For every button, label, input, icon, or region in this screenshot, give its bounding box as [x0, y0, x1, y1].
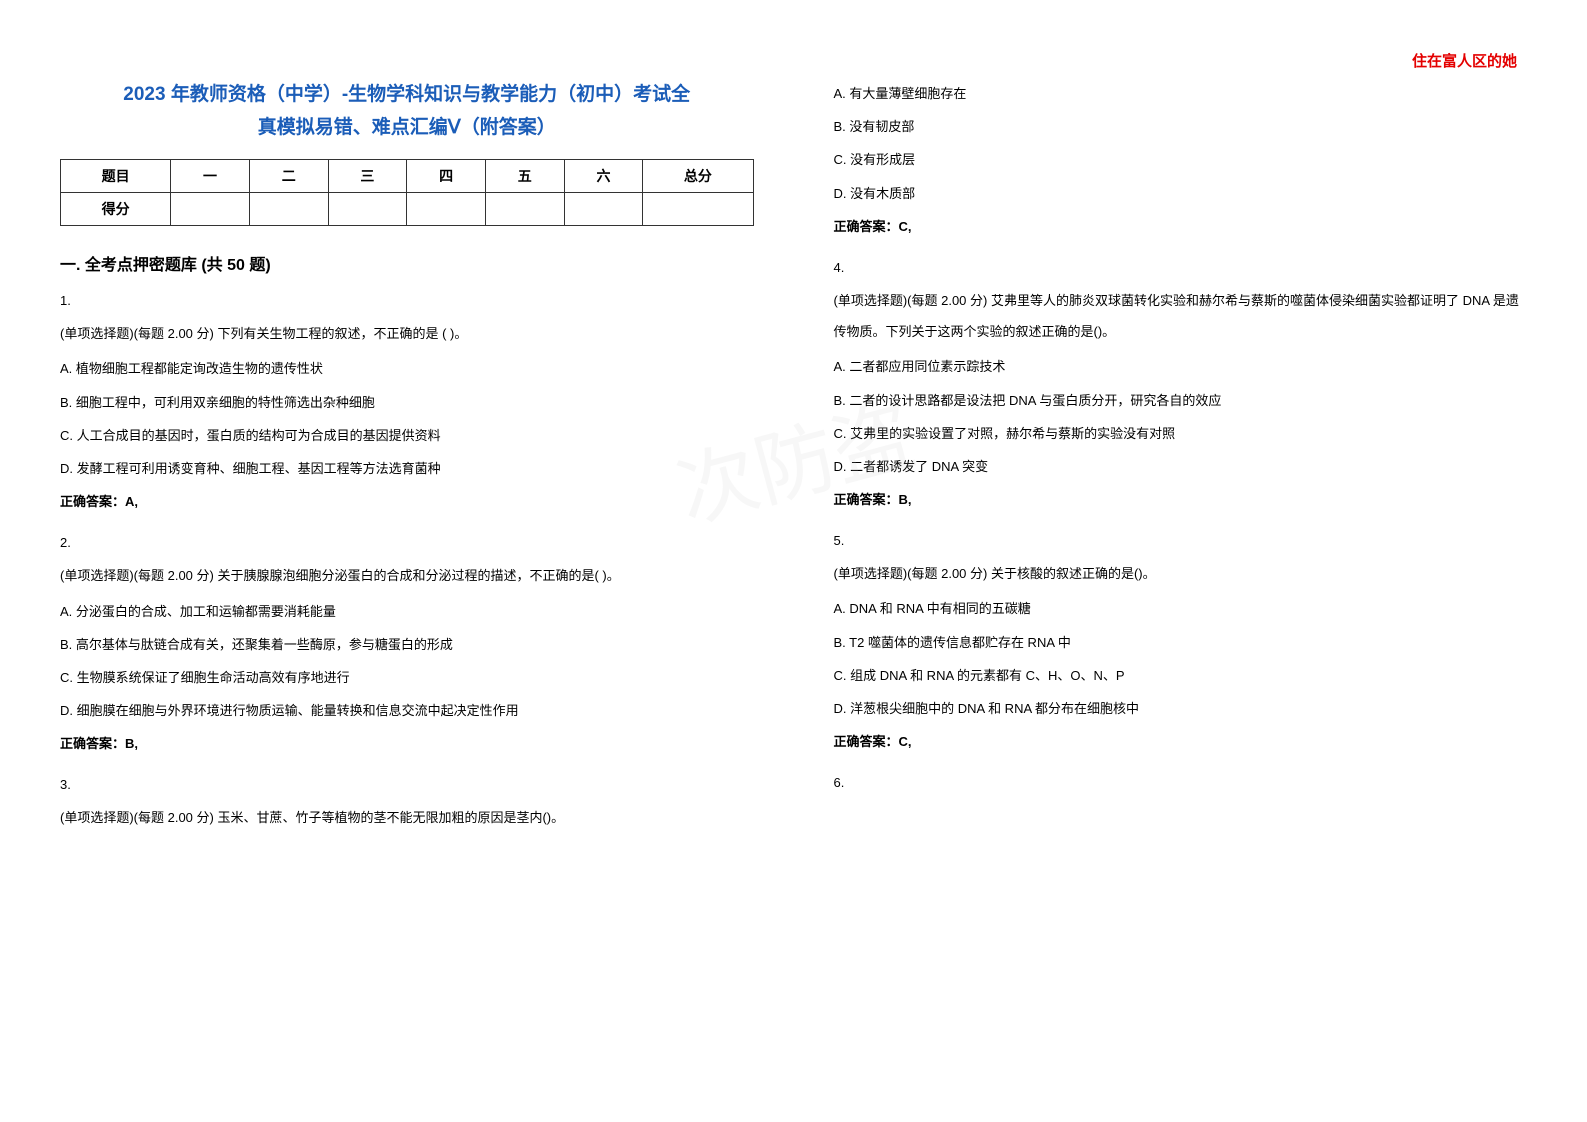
question-text: (单项选择题)(每题 2.00 分) 关于胰腺腺泡细胞分泌蛋白的合成和分泌过程的…: [60, 560, 754, 591]
question-block-3: 3. (单项选择题)(每题 2.00 分) 玉米、甘蔗、竹子等植物的茎不能无限加…: [60, 777, 754, 833]
score-table: 题目 一 二 三 四 五 六 总分 得分: [60, 159, 754, 226]
question-text: (单项选择题)(每题 2.00 分) 玉米、甘蔗、竹子等植物的茎不能无限加粗的原…: [60, 802, 754, 833]
answer: 正确答案：C,: [834, 726, 1528, 757]
option-d: D. 没有木质部: [834, 178, 1528, 209]
question-block-6: 6.: [834, 775, 1528, 790]
score-header-cell: 三: [328, 160, 407, 193]
score-header-cell: 四: [407, 160, 486, 193]
option-a: A. 二者都应用同位素示踪技术: [834, 351, 1528, 382]
option-a: A. 有大量薄壁细胞存在: [834, 78, 1528, 109]
score-cell: [328, 193, 407, 226]
answer: 正确答案：C,: [834, 211, 1528, 242]
option-a: A. 植物细胞工程都能定询改造生物的遗传性状: [60, 353, 754, 384]
question-block-2: 2. (单项选择题)(每题 2.00 分) 关于胰腺腺泡细胞分泌蛋白的合成和分泌…: [60, 535, 754, 759]
option-a: A. DNA 和 RNA 中有相同的五碳糖: [834, 593, 1528, 624]
question-text: (单项选择题)(每题 2.00 分) 下列有关生物工程的叙述，不正确的是 ( )…: [60, 318, 754, 349]
option-b: B. 高尔基体与肽链合成有关，还聚集着一些酶原，参与糖蛋白的形成: [60, 629, 754, 660]
score-header-cell: 五: [485, 160, 564, 193]
option-a: A. 分泌蛋白的合成、加工和运输都需要消耗能量: [60, 596, 754, 627]
question-block-5: 5. (单项选择题)(每题 2.00 分) 关于核酸的叙述正确的是()。 A. …: [834, 533, 1528, 757]
section-heading: 一. 全考点押密题库 (共 50 题): [60, 251, 754, 275]
score-header-cell: 一: [171, 160, 250, 193]
score-header-cell: 总分: [643, 160, 753, 193]
score-cell: [485, 193, 564, 226]
answer: 正确答案：B,: [60, 728, 754, 759]
option-b: B. 二者的设计思路都是设法把 DNA 与蛋白质分开，研究各自的效应: [834, 385, 1528, 416]
left-column: 2023 年教师资格（中学）-生物学科知识与教学能力（初中）考试全 真模拟易错、…: [60, 78, 774, 838]
score-header-cell: 二: [249, 160, 328, 193]
option-d: D. 洋葱根尖细胞中的 DNA 和 RNA 都分布在细胞核中: [834, 693, 1528, 724]
content-wrapper: 2023 年教师资格（中学）-生物学科知识与教学能力（初中）考试全 真模拟易错、…: [60, 78, 1527, 838]
question-text: (单项选择题)(每题 2.00 分) 艾弗里等人的肺炎双球菌转化实验和赫尔希与蔡…: [834, 285, 1528, 347]
answer: 正确答案：B,: [834, 484, 1528, 515]
option-b: B. 没有韧皮部: [834, 111, 1528, 142]
option-b: B. 细胞工程中，可利用双亲细胞的特性筛选出杂种细胞: [60, 387, 754, 418]
document-title-line1: 2023 年教师资格（中学）-生物学科知识与教学能力（初中）考试全: [60, 78, 754, 112]
score-header-cell: 六: [564, 160, 643, 193]
document-title-line2: 真模拟易错、难点汇编Ⅴ（附答案）: [60, 112, 754, 139]
score-table-header-row: 题目 一 二 三 四 五 六 总分: [61, 160, 754, 193]
question-number: 3.: [60, 777, 754, 792]
question-3-continued: A. 有大量薄壁细胞存在 B. 没有韧皮部 C. 没有形成层 D. 没有木质部 …: [834, 78, 1528, 242]
option-b: B. T2 噬菌体的遗传信息都贮存在 RNA 中: [834, 627, 1528, 658]
option-d: D. 发酵工程可利用诱变育种、细胞工程、基因工程等方法选育菌种: [60, 453, 754, 484]
score-cell: [171, 193, 250, 226]
question-number: 6.: [834, 775, 1528, 790]
score-cell: [564, 193, 643, 226]
question-number: 4.: [834, 260, 1528, 275]
question-number: 2.: [60, 535, 754, 550]
score-table-value-row: 得分: [61, 193, 754, 226]
option-d: D. 细胞膜在细胞与外界环境进行物质运输、能量转换和信息交流中起决定性作用: [60, 695, 754, 726]
option-c: C. 生物膜系统保证了细胞生命活动高效有序地进行: [60, 662, 754, 693]
score-cell: [407, 193, 486, 226]
question-number: 5.: [834, 533, 1528, 548]
option-c: C. 艾弗里的实验设置了对照，赫尔希与蔡斯的实验没有对照: [834, 418, 1528, 449]
option-c: C. 组成 DNA 和 RNA 的元素都有 C、H、O、N、P: [834, 660, 1528, 691]
option-d: D. 二者都诱发了 DNA 突变: [834, 451, 1528, 482]
score-row-label: 得分: [61, 193, 171, 226]
question-block-4: 4. (单项选择题)(每题 2.00 分) 艾弗里等人的肺炎双球菌转化实验和赫尔…: [834, 260, 1528, 515]
right-column: A. 有大量薄壁细胞存在 B. 没有韧皮部 C. 没有形成层 D. 没有木质部 …: [814, 78, 1528, 838]
score-cell: [643, 193, 753, 226]
option-c: C. 人工合成目的基因时，蛋白质的结构可为合成目的基因提供资料: [60, 420, 754, 451]
answer: 正确答案：A,: [60, 486, 754, 517]
question-block-1: 1. (单项选择题)(每题 2.00 分) 下列有关生物工程的叙述，不正确的是 …: [60, 293, 754, 517]
score-cell: [249, 193, 328, 226]
question-number: 1.: [60, 293, 754, 308]
question-text: (单项选择题)(每题 2.00 分) 关于核酸的叙述正确的是()。: [834, 558, 1528, 589]
score-header-cell: 题目: [61, 160, 171, 193]
option-c: C. 没有形成层: [834, 144, 1528, 175]
header-watermark: 住在富人区的她: [1412, 50, 1517, 71]
